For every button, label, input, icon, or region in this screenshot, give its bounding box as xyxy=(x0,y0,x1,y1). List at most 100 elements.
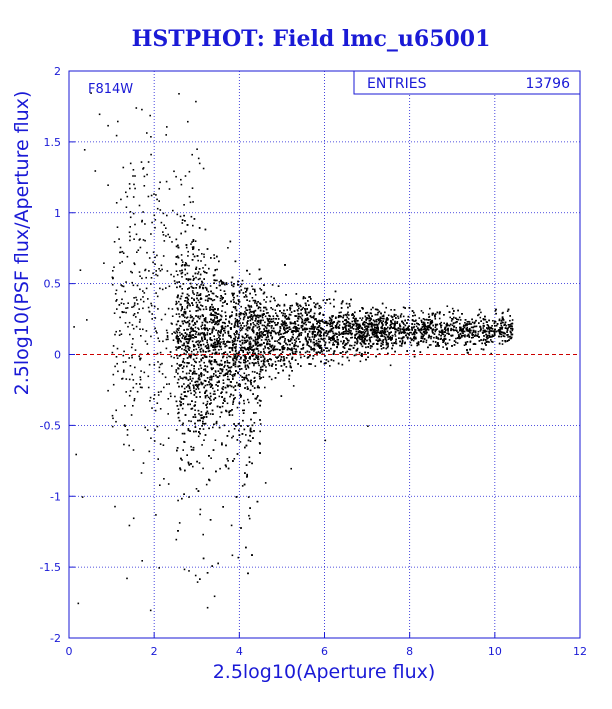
data-point xyxy=(213,279,216,282)
data-point xyxy=(237,423,240,425)
data-point xyxy=(257,350,260,352)
data-point xyxy=(375,332,378,334)
data-point xyxy=(257,307,260,310)
data-point xyxy=(185,317,188,319)
data-point xyxy=(189,282,192,285)
data-point xyxy=(361,319,363,321)
data-point xyxy=(184,230,187,233)
data-point xyxy=(451,307,454,310)
data-point xyxy=(322,321,324,323)
data-point xyxy=(224,361,226,364)
data-point xyxy=(259,423,262,425)
data-point xyxy=(313,338,315,341)
data-point xyxy=(179,354,182,356)
data-point xyxy=(366,339,368,342)
data-point xyxy=(252,327,254,329)
data-point xyxy=(244,382,247,385)
data-point xyxy=(387,326,389,329)
data-point xyxy=(471,333,473,335)
data-point xyxy=(357,330,360,333)
data-point xyxy=(352,324,355,327)
data-point xyxy=(176,255,179,257)
data-point xyxy=(183,493,185,495)
data-point xyxy=(209,386,212,388)
data-point xyxy=(403,323,405,325)
data-point xyxy=(201,282,204,284)
data-point xyxy=(231,339,234,342)
data-point xyxy=(313,305,316,308)
data-point xyxy=(218,380,220,382)
data-point xyxy=(422,311,424,314)
data-point xyxy=(229,384,231,387)
data-point xyxy=(254,302,256,304)
data-point xyxy=(179,339,182,342)
data-point xyxy=(399,344,401,347)
data-point xyxy=(443,322,445,324)
data-point xyxy=(389,332,391,334)
data-point xyxy=(304,336,307,339)
data-point xyxy=(214,351,217,354)
data-point xyxy=(270,332,272,334)
data-point xyxy=(103,262,105,264)
data-point xyxy=(183,568,186,571)
data-point xyxy=(326,350,328,352)
data-point xyxy=(332,327,334,330)
data-point xyxy=(199,315,202,318)
data-point xyxy=(495,324,498,327)
data-point xyxy=(389,324,391,327)
data-point xyxy=(250,314,253,316)
data-point xyxy=(254,294,257,296)
data-point xyxy=(291,304,293,307)
data-point xyxy=(216,339,218,342)
data-point xyxy=(86,319,88,321)
data-point xyxy=(318,319,320,322)
data-point xyxy=(188,496,190,498)
data-point xyxy=(338,311,341,314)
data-point xyxy=(300,317,303,320)
data-point xyxy=(430,337,432,340)
data-point xyxy=(363,342,366,345)
data-point xyxy=(194,392,197,394)
data-point xyxy=(209,413,212,415)
data-point xyxy=(209,314,212,316)
data-point xyxy=(211,339,213,342)
data-point xyxy=(342,300,344,302)
data-point xyxy=(276,348,279,351)
data-point xyxy=(235,309,238,312)
data-point xyxy=(399,328,402,330)
data-point xyxy=(189,347,191,349)
data-point xyxy=(487,340,489,343)
data-point xyxy=(192,337,195,339)
data-point xyxy=(466,323,468,325)
data-point xyxy=(346,350,349,353)
data-point xyxy=(245,324,248,327)
data-point xyxy=(413,326,415,329)
data-point xyxy=(476,335,479,337)
data-point xyxy=(235,343,237,346)
data-point xyxy=(198,287,201,289)
data-point xyxy=(195,315,197,317)
data-point xyxy=(385,328,387,330)
data-point xyxy=(250,382,252,384)
data-point xyxy=(248,345,251,348)
data-point xyxy=(398,337,400,339)
data-point xyxy=(182,422,184,425)
data-point xyxy=(425,332,427,335)
data-point xyxy=(317,326,320,329)
data-point xyxy=(291,351,294,353)
data-point xyxy=(468,321,471,323)
data-point xyxy=(434,326,437,329)
data-point xyxy=(238,434,241,436)
data-point xyxy=(455,341,457,344)
data-point xyxy=(200,351,202,353)
data-point xyxy=(386,327,388,330)
data-point xyxy=(499,328,501,331)
data-point xyxy=(207,346,209,349)
data-point xyxy=(224,283,226,286)
data-point xyxy=(267,312,269,314)
data-point xyxy=(498,330,501,333)
data-point xyxy=(177,320,180,322)
data-point xyxy=(509,324,511,326)
data-point xyxy=(204,390,207,393)
data-point xyxy=(421,337,424,340)
